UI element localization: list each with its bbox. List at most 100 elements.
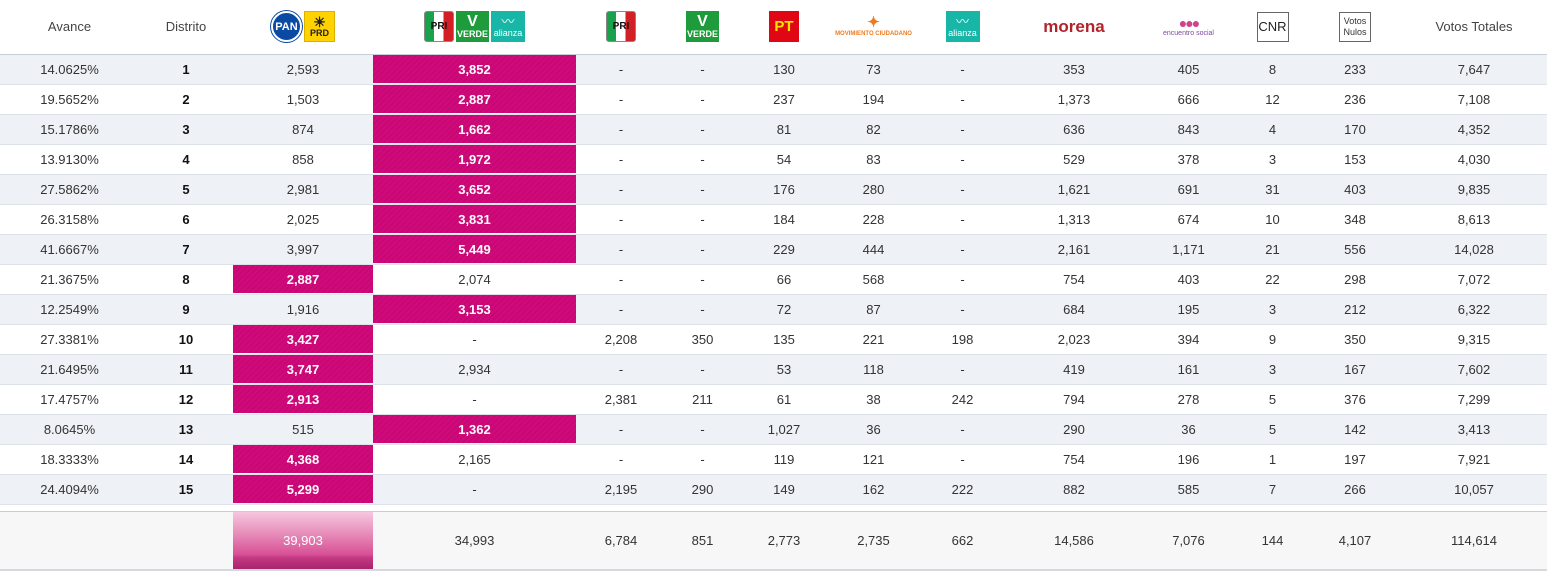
cell-votos-totales: 4,030 xyxy=(1457,151,1491,167)
cell-pan-prd: 3,997 xyxy=(286,241,320,257)
cell-pri: 2,381 xyxy=(604,391,638,407)
total-morena: 14,586 xyxy=(1054,533,1094,548)
cell-pt: 149 xyxy=(773,481,795,497)
header-alianza: 〰 alianza xyxy=(918,0,1007,53)
cell-encuentro-social: 585 xyxy=(1177,481,1200,497)
cell-pri: - xyxy=(618,451,624,467)
cell-pri: 2,195 xyxy=(604,481,638,497)
cell-avance: 27.5862% xyxy=(40,181,99,197)
total-movimiento-ciudadano: 2,735 xyxy=(857,533,890,548)
cell-pri-verde-alianza: 5,449 xyxy=(373,235,576,263)
header-avance: Avance xyxy=(47,19,92,34)
cell-encuentro-social: 666 xyxy=(1177,91,1200,107)
cell-pt: 130 xyxy=(773,61,795,77)
cell-morena: 419 xyxy=(1063,361,1085,377)
cell-avance: 15.1786% xyxy=(40,121,99,137)
header-votos-nulos: Votos Nulos xyxy=(1309,0,1401,53)
cell-pri: - xyxy=(618,271,624,287)
cell-pan-prd: 2,913 xyxy=(233,385,373,413)
cell-votos-nulos: 403 xyxy=(1344,181,1366,197)
cell-encuentro-social: 378 xyxy=(1177,151,1200,167)
verde-toucan-icon: V VERDE xyxy=(686,11,719,42)
total-encuentro-social: 7,076 xyxy=(1172,533,1205,548)
cell-movimiento-ciudadano: 36 xyxy=(866,421,881,437)
cell-morena: 1,373 xyxy=(1057,91,1091,107)
cell-movimiento-ciudadano: 83 xyxy=(866,151,881,167)
cell-cnr: 3 xyxy=(1268,301,1277,317)
cell-alianza: - xyxy=(960,61,965,77)
cell-pt: 81 xyxy=(776,121,792,137)
cell-alianza: - xyxy=(960,361,965,377)
cell-alianza: - xyxy=(960,421,965,437)
total-cnr: 144 xyxy=(1261,533,1284,548)
cell-distrito: 3 xyxy=(182,121,190,137)
cell-verde: - xyxy=(700,361,705,377)
cell-pri: - xyxy=(618,301,624,317)
cell-votos-totales: 7,299 xyxy=(1457,391,1491,407)
cell-movimiento-ciudadano: 444 xyxy=(862,241,885,257)
cell-morena: 1,313 xyxy=(1057,211,1091,227)
cell-verde: 211 xyxy=(692,391,713,407)
cell-pan-prd: 515 xyxy=(292,421,314,437)
cell-pri: - xyxy=(618,211,624,227)
total-votos-nulos: 4,107 xyxy=(1338,533,1372,548)
cell-cnr: 12 xyxy=(1265,91,1280,107)
cell-cnr: 8 xyxy=(1268,61,1277,77)
header-verde: V VERDE xyxy=(666,0,739,53)
pan-logo-icon: PAN xyxy=(271,11,302,42)
cell-pan-prd: 858 xyxy=(292,151,314,167)
cell-avance: 13.9130% xyxy=(40,151,99,167)
cell-movimiento-ciudadano: 280 xyxy=(862,181,885,197)
table-row: 13.9130% 4 858 1,972 - - 54 83 - 529 378 3 153 4,030 xyxy=(0,145,1547,175)
cell-votos-nulos: 142 xyxy=(1344,421,1366,437)
cell-pt: 184 xyxy=(773,211,795,227)
cell-avance: 12.2549% xyxy=(40,301,99,317)
table-row: 41.6667% 7 3,997 5,449 - - 229 444 - 2,161 1,171 21… xyxy=(0,235,1547,265)
cell-cnr: 31 xyxy=(1265,181,1280,197)
totals-row: 39,903 34,993 6,784 851 2,773 2,735 662 … xyxy=(0,512,1547,571)
cell-votos-nulos: 298 xyxy=(1344,271,1366,287)
cell-encuentro-social: 1,171 xyxy=(1172,241,1205,257)
cell-morena: 353 xyxy=(1063,61,1085,77)
cell-pt: 53 xyxy=(776,361,792,377)
cell-pri: - xyxy=(618,151,624,167)
cell-pan-prd: 1,503 xyxy=(286,91,320,107)
cell-movimiento-ciudadano: 121 xyxy=(862,451,885,467)
cell-pri-verde-alianza: 3,831 xyxy=(373,205,576,233)
cell-verde: - xyxy=(700,241,705,257)
cell-pri-verde-alianza: - xyxy=(472,331,477,347)
encuentro-social-icon: ●●● encuentro social xyxy=(1163,14,1214,37)
cell-verde: - xyxy=(700,121,705,137)
cell-morena: 754 xyxy=(1063,451,1085,467)
cell-pt: 1,027 xyxy=(767,421,801,437)
cell-pt: 229 xyxy=(773,241,795,257)
cell-votos-totales: 9,315 xyxy=(1457,331,1491,347)
pri-logo-icon: PRI xyxy=(424,11,454,42)
table-row: 21.6495% 11 3,747 2,934 - - 53 118 - 419 161 3 167 7,… xyxy=(0,355,1547,385)
cell-distrito: 2 xyxy=(182,91,190,107)
cell-votos-totales: 7,921 xyxy=(1457,451,1491,467)
cell-pri-verde-alianza: 2,165 xyxy=(458,451,491,467)
cell-avance: 27.3381% xyxy=(40,331,99,347)
cell-avance: 41.6667% xyxy=(40,241,99,257)
cell-verde: - xyxy=(700,421,705,437)
cell-pri: - xyxy=(618,361,624,377)
cell-votos-nulos: 170 xyxy=(1344,121,1366,137)
cell-votos-nulos: 350 xyxy=(1344,331,1366,347)
cell-verde: - xyxy=(700,91,705,107)
total-pan-prd: 39,903 xyxy=(233,512,373,569)
cell-distrito: 10 xyxy=(178,331,194,347)
cell-pt: 237 xyxy=(773,91,795,107)
cell-distrito: 4 xyxy=(182,151,190,167)
cell-movimiento-ciudadano: 73 xyxy=(866,61,881,77)
cell-encuentro-social: 161 xyxy=(1177,361,1200,377)
header-distrito: Distrito xyxy=(165,19,207,34)
cell-avance: 17.4757% xyxy=(40,391,99,407)
cell-cnr: 3 xyxy=(1268,151,1277,167)
cell-avance: 19.5652% xyxy=(40,91,99,107)
cell-pri: - xyxy=(618,121,624,137)
cell-movimiento-ciudadano: 228 xyxy=(862,211,885,227)
cell-cnr: 3 xyxy=(1268,361,1277,377)
cell-alianza: - xyxy=(960,181,965,197)
table-row: 21.3675% 8 2,887 2,074 - - 66 568 - 754 403 22 298 7,… xyxy=(0,265,1547,295)
